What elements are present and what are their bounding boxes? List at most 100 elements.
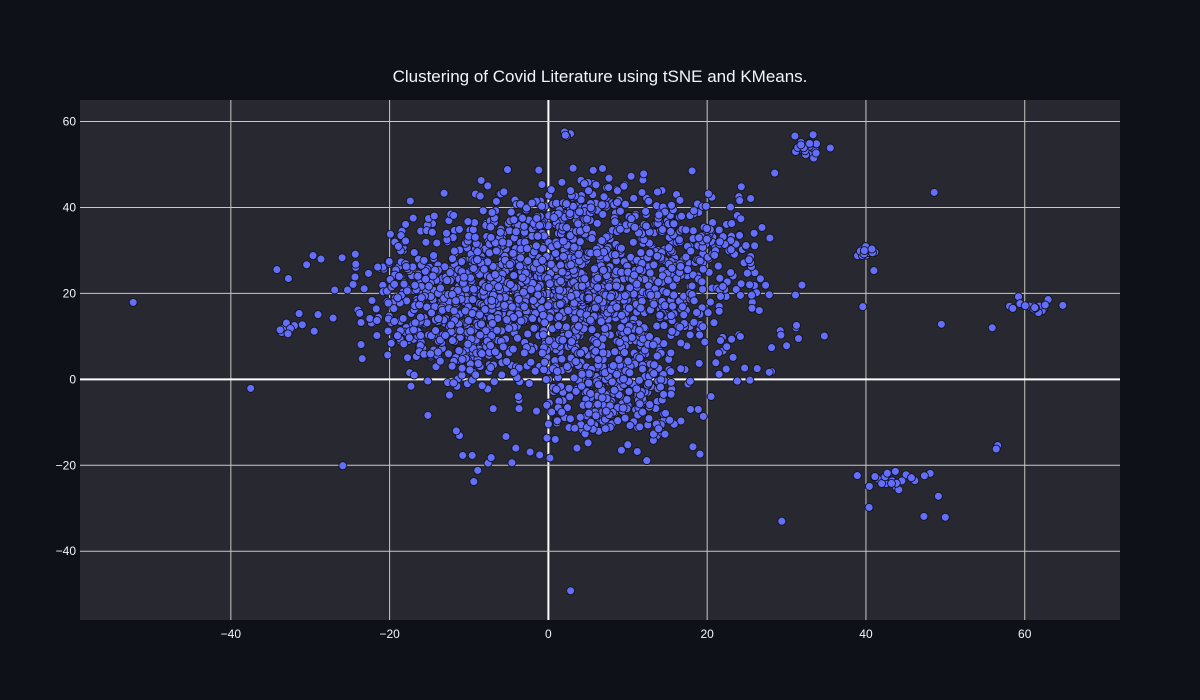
scatter-point — [819, 331, 829, 341]
scatter-point — [415, 300, 424, 310]
scatter-point — [703, 308, 713, 318]
scatter-point — [475, 191, 485, 201]
scatter-point — [356, 318, 366, 327]
scatter-point — [409, 370, 419, 380]
scatter-point — [618, 403, 628, 413]
scatter-point — [664, 243, 674, 253]
scatter-point — [537, 348, 547, 358]
scatter-point — [600, 424, 610, 434]
scatter-point — [502, 356, 512, 366]
scatter-point — [487, 208, 497, 217]
scatter-point — [566, 186, 576, 196]
scatter-point — [693, 404, 703, 414]
scatter-point — [442, 228, 451, 238]
scatter-point — [549, 213, 559, 223]
scatter-point — [454, 224, 464, 234]
scatter-point — [635, 265, 645, 275]
scatter-point — [367, 296, 377, 305]
scatter-point — [936, 319, 946, 329]
scatter-point — [383, 350, 393, 360]
scatter-point — [364, 268, 373, 278]
scatter-point — [351, 259, 361, 269]
scatter-point — [689, 206, 699, 216]
scatter-point — [645, 268, 655, 278]
scatter-point — [632, 447, 642, 456]
scatter-point — [668, 301, 678, 311]
scatter-point — [635, 422, 645, 432]
scatter-point — [444, 390, 454, 400]
scatter-point — [698, 264, 708, 274]
scatter-point — [582, 214, 592, 224]
scatter-point — [620, 199, 630, 209]
scatter-point — [457, 354, 467, 364]
scatter-point — [497, 370, 507, 380]
scatter-point — [694, 233, 704, 243]
scatter-point — [669, 290, 679, 300]
scatter-point — [513, 392, 523, 401]
scatter-point — [519, 302, 529, 312]
scatter-point — [449, 210, 459, 220]
scatter-point — [469, 477, 479, 487]
scatter-point — [386, 338, 396, 348]
scatter-point — [449, 246, 459, 256]
scatter-point — [1020, 301, 1030, 311]
scatter-point — [473, 247, 482, 257]
scatter-point — [805, 139, 815, 148]
scatter-point — [505, 260, 515, 269]
scatter-point — [711, 358, 721, 368]
scatter-point — [594, 294, 603, 304]
scatter-point — [459, 272, 469, 282]
scatter-point — [557, 407, 567, 417]
scatter-point — [506, 207, 516, 217]
scatter-point — [526, 357, 536, 367]
scatter-point — [715, 237, 725, 247]
scatter-point — [1058, 300, 1068, 310]
scatter-point — [598, 164, 607, 173]
scatter-point — [597, 200, 607, 210]
scatter-point — [645, 248, 655, 258]
scatter-point — [309, 326, 319, 336]
scatter-point — [736, 214, 746, 224]
scatter-point — [449, 306, 459, 316]
scatter-point — [365, 314, 375, 323]
scatter-point — [473, 465, 483, 475]
scatter-point — [655, 310, 665, 320]
scatter-point — [681, 225, 691, 235]
scatter-point — [426, 349, 436, 359]
scatter-point — [554, 312, 564, 322]
scatter-point — [695, 330, 705, 340]
scatter-point — [674, 235, 684, 245]
scatter-point — [867, 244, 877, 254]
scatter-point — [666, 227, 676, 237]
scatter-point — [590, 303, 600, 313]
scatter-point — [666, 311, 676, 321]
scatter-point — [577, 369, 587, 379]
scatter-point — [499, 300, 509, 310]
scatter-point — [667, 200, 676, 210]
scatter-point — [505, 279, 515, 289]
scatter-point — [503, 165, 512, 175]
scatter-point — [357, 354, 367, 364]
y-tick-label: 40 — [63, 200, 77, 214]
scatter-point — [709, 318, 719, 328]
scatter-point — [552, 416, 562, 426]
scatter-point — [593, 273, 603, 283]
scatter-point — [294, 309, 304, 319]
scatter-point — [511, 443, 521, 453]
scatter-point — [626, 171, 636, 181]
scatter-point — [658, 225, 667, 235]
scatter-point — [858, 302, 868, 312]
scatter-point — [486, 453, 496, 463]
x-tick-label: 0 — [545, 627, 552, 641]
scatter-point — [584, 400, 594, 410]
scatter-point — [355, 308, 365, 318]
scatter-point — [752, 364, 762, 374]
scatter-point — [487, 319, 497, 328]
scatter-point — [620, 291, 630, 301]
scatter-point — [598, 348, 608, 358]
scatter-point — [529, 323, 539, 333]
scatter-point — [746, 194, 756, 203]
y-tick-label: 20 — [63, 286, 77, 300]
scatter-point — [653, 277, 663, 287]
scatter-point — [577, 381, 586, 391]
